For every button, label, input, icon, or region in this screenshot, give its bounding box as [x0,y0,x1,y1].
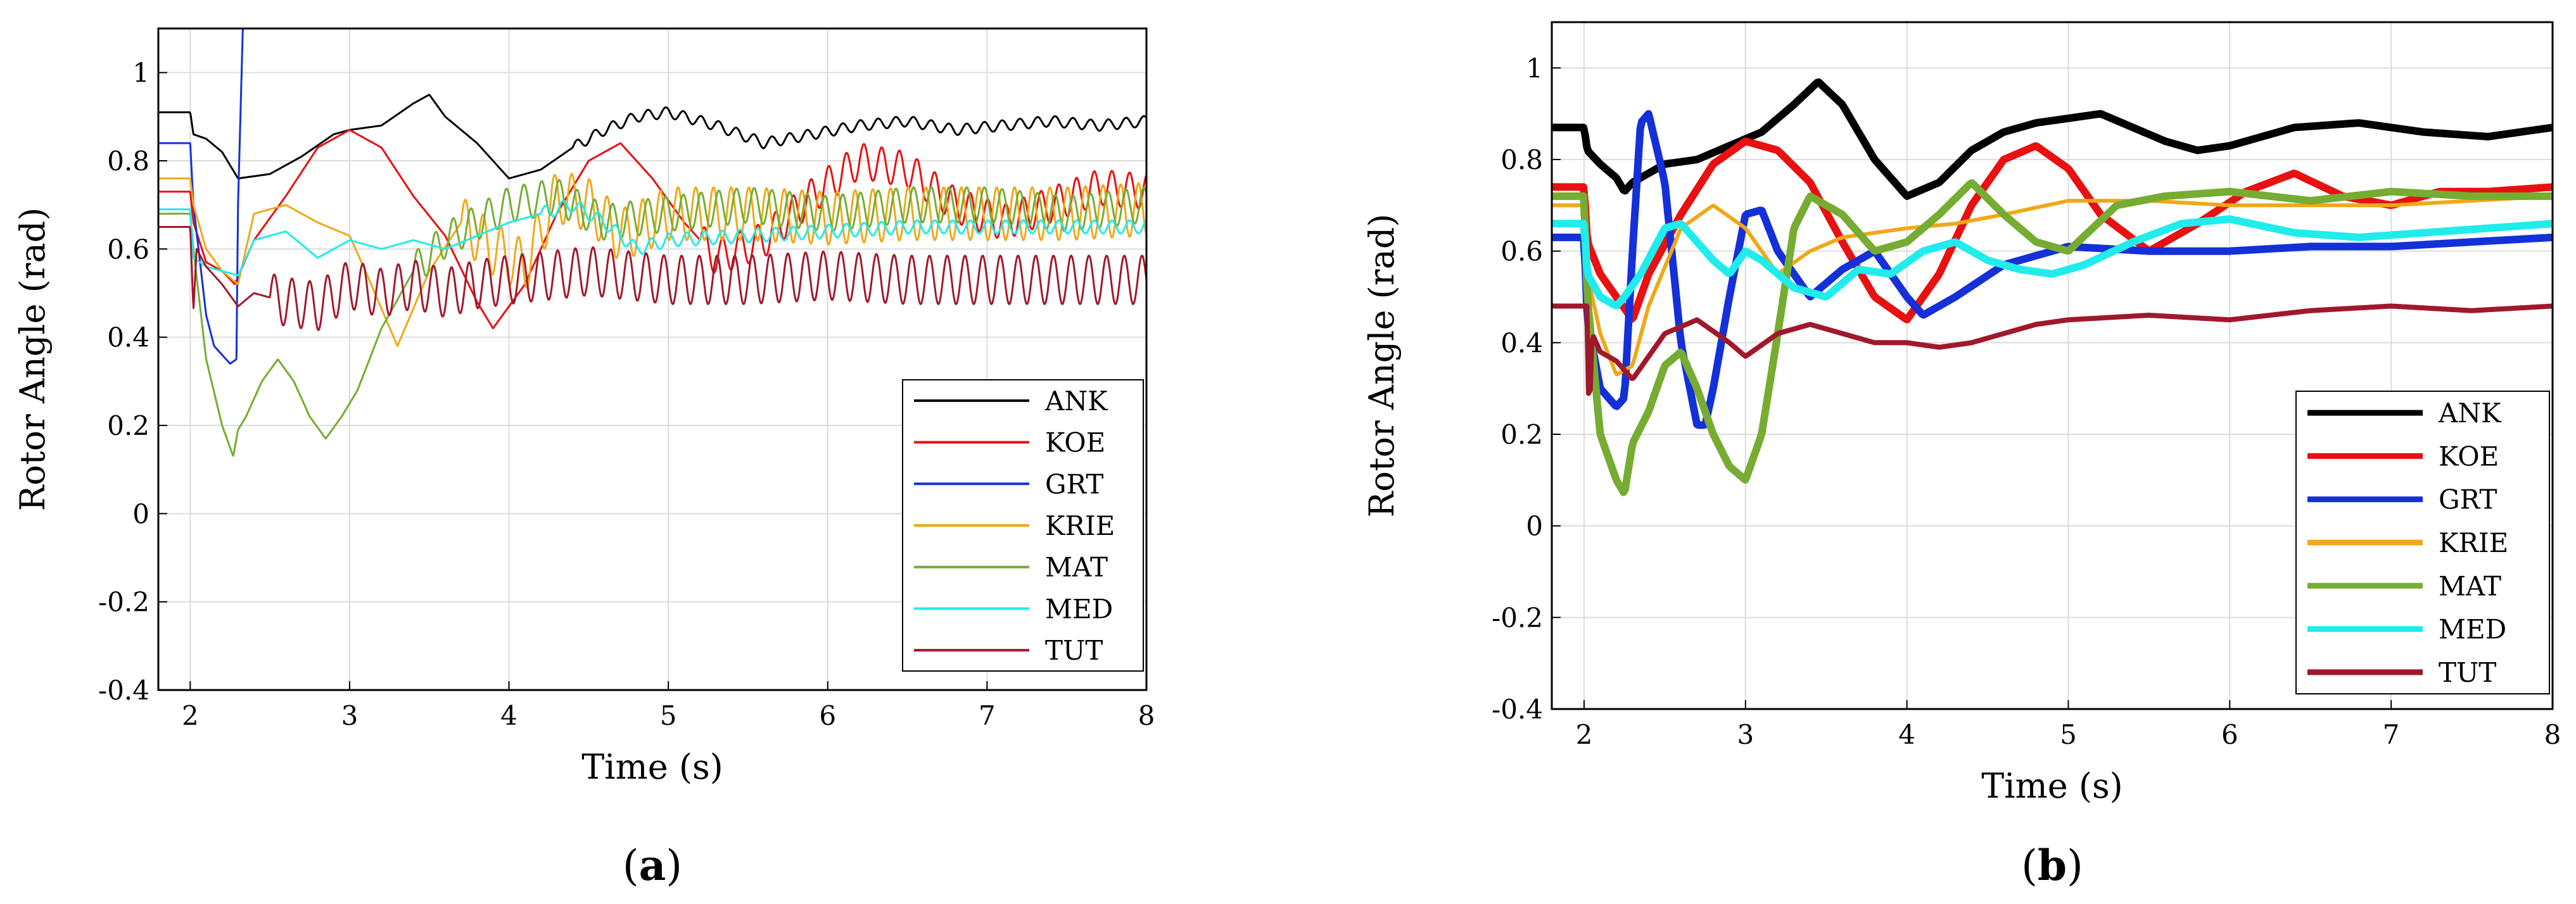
series-line-tut [158,226,1146,331]
legend-b: ANK KOE GRT KRIE MAT MED TUT [2295,391,2550,694]
series-line-ank [158,94,1146,180]
y-tick-label: 0 [1526,511,1543,542]
x-tick-label: 4 [500,700,517,731]
x-tick-label: 6 [819,700,836,731]
grid-a [158,28,1147,691]
legend-label-mat: MAT [1045,552,1108,583]
legend-label-med: MED [1045,593,1113,624]
x-tick-label: 7 [979,700,996,731]
legend-label-krie: KRIE [2439,527,2508,558]
legend-label-mat: MAT [2439,570,2501,601]
y-tick-label: 0.2 [1501,419,1543,450]
series-a [158,28,1146,457]
x-tick-label: 5 [2060,719,2077,750]
series-line-koe [158,129,1146,330]
series-b [1552,78,2553,496]
series-line-med [158,199,1146,277]
x-tick-label: 2 [1576,719,1593,750]
y-axis-label-a: Rotor Angle (rad) [13,208,53,512]
x-tick-label: 3 [341,700,358,731]
series-line-grt [158,28,244,365]
panel-caption-a: (a) [623,841,682,890]
legend-label-koe: KOE [2439,441,2499,472]
x-tick-label: 8 [2544,719,2561,750]
x-tick-label: 5 [660,700,677,731]
legend-label-grt: GRT [2439,484,2497,515]
series-line-tut [1552,303,2553,396]
ticks-a: 2 3 4 5 6 7 8 -0.4 -0.2 0 0.2 0.4 0.6 0.8 1 [98,58,1155,731]
chart-panel-a: 2 3 4 5 6 7 8 -0.4 -0.2 0 0.2 0.4 0.6 0.8 1 Time (s) R… [13,27,1155,890]
legend-label-koe: KOE [1045,427,1105,458]
x-tick-label: 6 [2221,719,2238,750]
y-tick-label: 0.6 [107,234,149,265]
series-line-koe [1552,137,2553,323]
axes-frame-b [1551,21,2554,710]
y-tick-label: 0.4 [107,322,149,353]
series-line-krie [1552,194,2553,377]
y-axis-label-b: Rotor Angle (rad) [1362,214,1402,518]
x-tick-label: 2 [182,700,199,731]
legend-a: ANK KOE GRT KRIE MAT MED TUT [902,379,1144,672]
series-line-grt [1552,110,2553,429]
x-tick-label: 4 [1898,719,1915,750]
series-line-mat [1552,179,2553,496]
legend-label-ank: ANK [2438,398,2502,429]
series-line-med [1552,215,2553,310]
x-tick-label: 8 [1138,700,1155,731]
y-tick-label: 1 [1526,53,1543,84]
chart-panel-b: 2 3 4 5 6 7 8 -0.4 -0.2 0 0.2 0.4 0.6 0.8 1 Time (s) R… [1362,21,2561,890]
legend-label-grt: GRT [1045,468,1103,499]
y-tick-label: 0.8 [107,146,149,177]
legend-label-tut: TUT [1045,635,1103,666]
y-tick-label: 0.6 [1501,236,1543,267]
x-tick-label: 7 [2383,719,2400,750]
legend-label-tut: TUT [2439,657,2496,688]
y-tick-label: 0.4 [1501,327,1543,358]
y-tick-label: 0.2 [107,410,149,441]
legend-label-ank: ANK [1044,386,1108,417]
y-tick-label: 0.8 [1501,144,1543,175]
y-tick-label: -0.4 [1492,694,1543,725]
y-tick-label: -0.2 [98,587,149,618]
y-tick-label: -0.4 [98,675,149,706]
x-axis-label-b: Time (s) [1981,766,2122,806]
series-line-ank [1552,78,2553,200]
legend-label-krie: KRIE [1045,510,1115,541]
x-axis-label-a: Time (s) [581,747,723,787]
y-tick-label: 0 [132,498,149,529]
x-tick-label: 3 [1737,719,1754,750]
axes-frame-a [157,27,1148,691]
y-tick-label: -0.2 [1492,602,1543,633]
series-line-mat [158,179,1146,457]
panel-caption-b: (b) [2021,841,2083,890]
ticks-b: 2 3 4 5 6 7 8 -0.4 -0.2 0 0.2 0.4 0.6 0.8 1 [1492,53,2561,750]
legend-label-med: MED [2439,614,2506,645]
y-tick-label: 1 [132,58,149,89]
